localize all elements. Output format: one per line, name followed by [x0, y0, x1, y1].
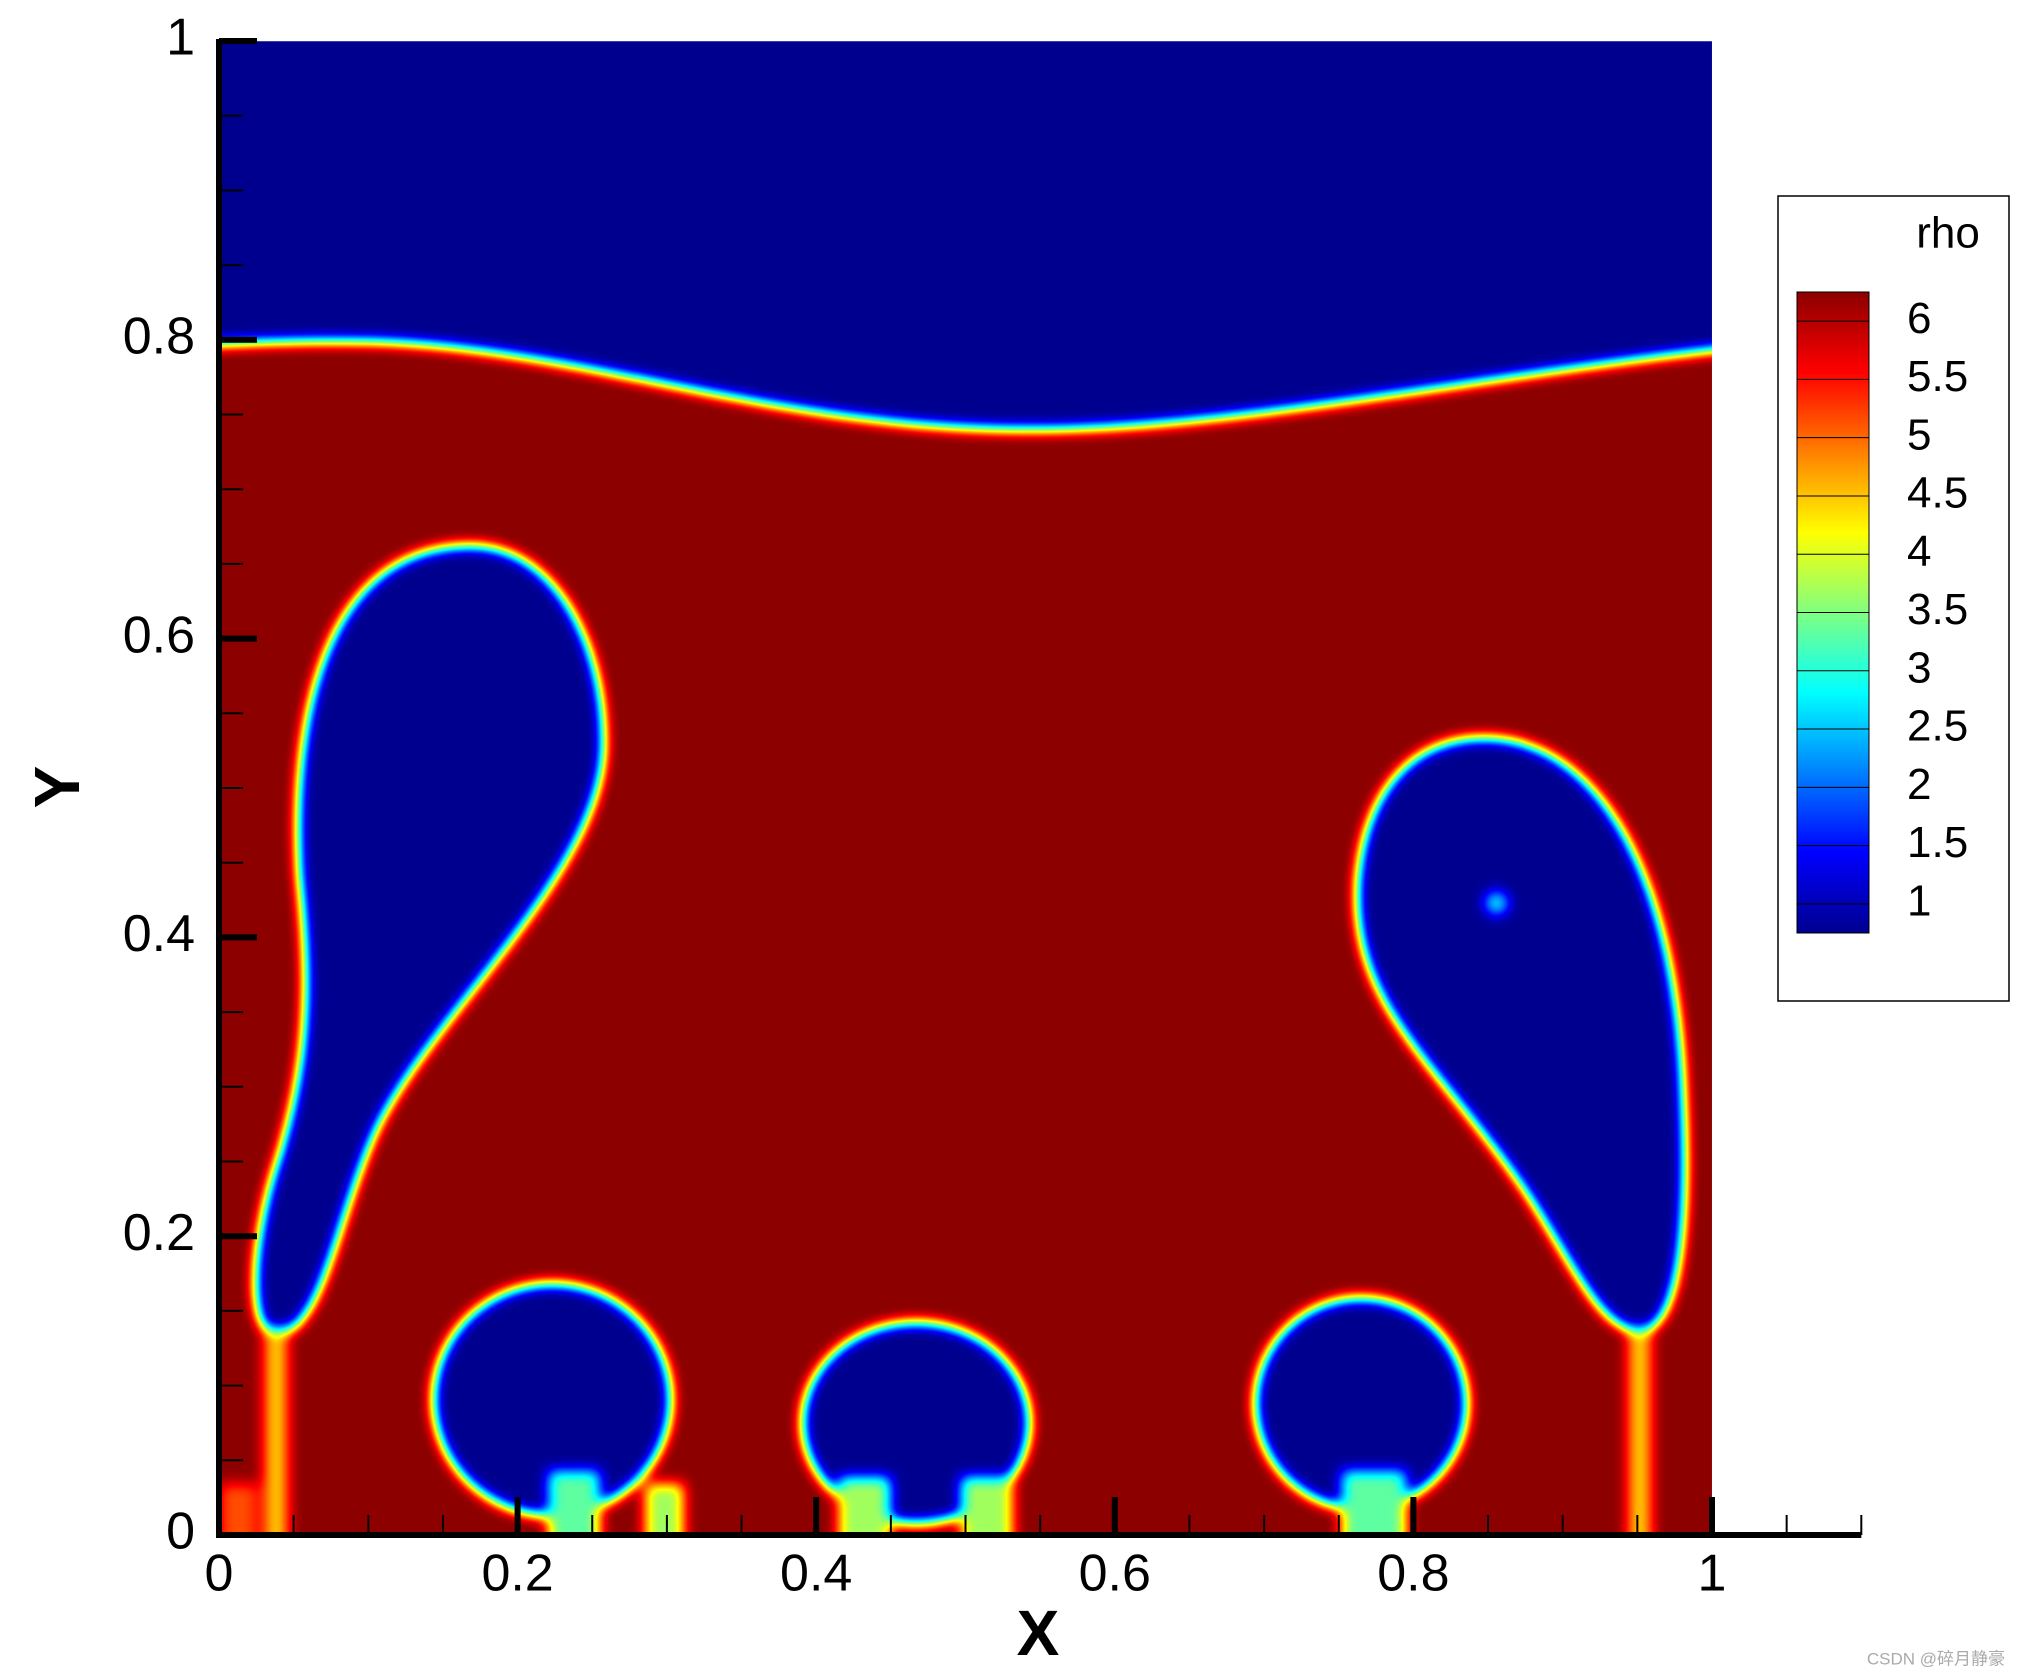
x-tick-label: 1 [1698, 1545, 1727, 1603]
colorbar-tick-label: 6 [1907, 294, 1931, 343]
x-tick-label: 0.8 [1377, 1545, 1449, 1603]
y-axis-label: Y [21, 766, 93, 809]
x-tick-label: 0.6 [1079, 1545, 1151, 1603]
colorbar-tick-label: 1.5 [1907, 818, 1968, 867]
colorbar-tick-label: 5 [1907, 410, 1931, 459]
colorbar: 1 1.5 2 2.5 3 3.5 4 4.5 5 5.5 6 [1796, 291, 1968, 934]
y-tick-label: 0 [166, 1503, 195, 1561]
colorbar-tick-label: 2 [1907, 760, 1931, 809]
y-tick-label: 0.4 [123, 905, 195, 963]
x-tick-label: 0.2 [481, 1545, 553, 1603]
colorbar-title: rho [1916, 209, 1980, 258]
y-tick-label: 0.8 [123, 308, 195, 366]
colorbar-tick-label: 3.5 [1907, 585, 1968, 634]
colorbar-tick-label: 5.5 [1907, 352, 1968, 401]
colorbar-tick-label: 4 [1907, 527, 1931, 576]
y-tick-label: 1 [166, 9, 195, 67]
colorbar-tick-label: 1 [1907, 876, 1931, 925]
y-tick-label: 0.6 [123, 606, 195, 664]
x-axis-label: X [1017, 1597, 1060, 1669]
x-tick-label: 0 [205, 1545, 234, 1603]
y-tick-label: 0.2 [123, 1204, 195, 1262]
axes: 0 0.2 0.4 0.6 0.8 1 0 0.2 0.4 0.6 0.8 1 [123, 9, 1863, 1603]
colorbar-tick-label: 3 [1907, 643, 1931, 692]
watermark: CSDN @碎月静豪 [1867, 1648, 2005, 1668]
colorbar-tick-label: 2.5 [1907, 702, 1968, 751]
colorbar-tick-label: 4.5 [1907, 469, 1968, 518]
density-field [219, 41, 1712, 1536]
x-tick-label: 0.4 [780, 1545, 852, 1603]
